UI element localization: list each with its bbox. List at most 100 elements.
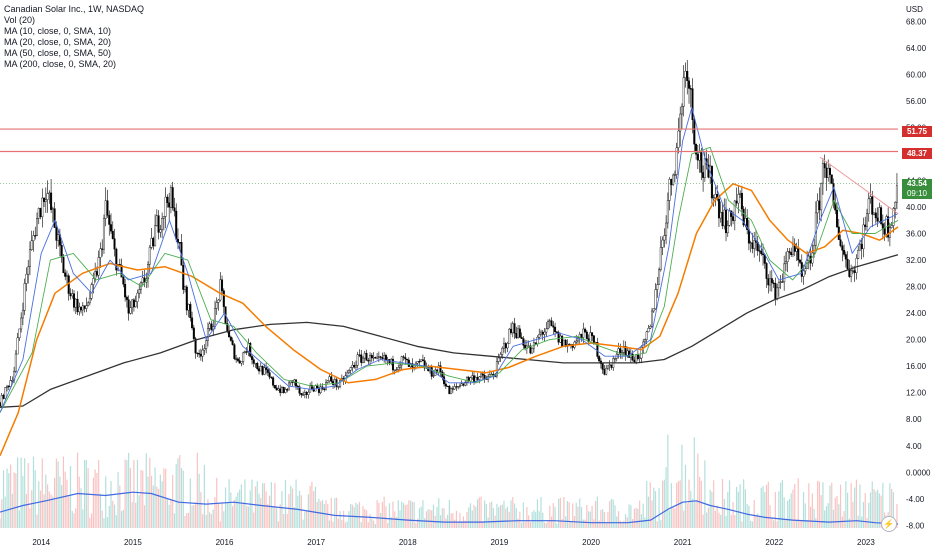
volume-bar	[864, 493, 866, 528]
volume-bar	[632, 519, 634, 528]
candle-body	[536, 337, 539, 345]
candle-body	[229, 336, 232, 341]
candle-body	[85, 305, 88, 309]
volume-bar	[348, 511, 350, 528]
volume-bar	[683, 510, 685, 528]
candle-body	[155, 215, 158, 227]
volume-bar	[607, 512, 609, 528]
volume-bar	[619, 520, 621, 528]
candle-body	[279, 388, 282, 393]
candle-body	[421, 359, 424, 361]
volume-bar	[276, 508, 278, 528]
volume-bar	[852, 501, 854, 528]
candle-body	[584, 328, 587, 333]
candle-body	[758, 250, 761, 252]
volume-bar	[170, 499, 172, 528]
volume-bar	[743, 479, 745, 528]
volume-bar	[32, 456, 35, 528]
candle-body	[171, 187, 174, 208]
volume-bar	[343, 510, 345, 528]
candle-body	[545, 328, 548, 333]
volume-bar	[739, 484, 741, 528]
ma200-line	[0, 254, 899, 408]
candle-body	[178, 242, 181, 244]
volume-bar	[239, 489, 241, 528]
volume-bar	[99, 493, 102, 528]
candle-body	[176, 238, 179, 243]
candle-body	[376, 356, 379, 359]
volume-bar	[443, 508, 445, 528]
candle-body	[658, 269, 661, 285]
volume-bar	[69, 465, 72, 528]
candle-body	[53, 208, 56, 228]
lightning-icon[interactable]: ⚡	[881, 516, 897, 532]
volume-bar	[762, 486, 764, 528]
volume-bar	[122, 509, 124, 528]
y-tick-label: 68.00	[906, 17, 927, 26]
volume-bar	[80, 488, 82, 528]
candle-body	[127, 299, 130, 314]
candle-body	[703, 158, 706, 178]
volume-bar	[778, 491, 780, 528]
volume-bar	[179, 455, 181, 528]
volume-bar	[152, 485, 154, 528]
candle-body	[305, 392, 308, 395]
volume-bar	[4, 496, 6, 528]
volume-bar	[834, 497, 836, 528]
candle-body	[243, 351, 246, 354]
volume-bar	[854, 487, 856, 528]
volume-bar	[161, 481, 163, 528]
candle-body	[367, 360, 370, 362]
candle-body	[302, 394, 305, 396]
candle-body	[148, 247, 151, 265]
volume-bar	[140, 469, 142, 528]
volume-bar	[48, 491, 50, 528]
volume-bar	[413, 502, 415, 528]
candle-body	[173, 207, 176, 212]
volume-bar	[230, 492, 232, 528]
candle-body	[883, 228, 886, 235]
volume-bar	[714, 510, 717, 528]
candle-body	[333, 379, 336, 385]
candle-body	[99, 248, 102, 258]
volume-bar	[695, 501, 697, 528]
volume-bar	[172, 474, 174, 528]
volume-bar	[22, 475, 24, 528]
candle-body	[106, 200, 109, 216]
candle-body	[504, 343, 507, 349]
volume-bar	[448, 499, 450, 528]
candle-body	[876, 217, 879, 222]
candle-body	[265, 367, 268, 370]
candle-body	[132, 299, 135, 308]
volume-bar	[593, 519, 595, 528]
candle-body	[240, 361, 243, 364]
volume-bar	[824, 510, 826, 528]
volume-bar	[543, 522, 546, 528]
volume-bar	[801, 519, 803, 528]
volume-bar	[258, 493, 260, 528]
volume-bar	[757, 513, 759, 528]
volume-bar	[797, 478, 799, 528]
volume-bar	[82, 509, 84, 528]
candle-body	[164, 196, 167, 217]
candle-body	[272, 377, 275, 386]
candle-body	[534, 342, 537, 345]
candle-body	[608, 364, 611, 366]
volume-bar	[417, 518, 419, 528]
volume-bar	[651, 500, 653, 528]
candle-body	[30, 240, 33, 250]
volume-bar	[802, 491, 805, 528]
volume-bar	[565, 516, 567, 528]
candle-body	[559, 335, 562, 343]
volume-bar	[709, 489, 711, 528]
candle-body	[869, 196, 872, 200]
candle-body	[9, 380, 12, 387]
candle-body	[776, 287, 779, 300]
candle-body	[682, 77, 685, 107]
trendline	[819, 156, 899, 215]
candle-body	[506, 343, 509, 349]
volume-bar	[579, 498, 581, 528]
candle-body	[511, 323, 514, 333]
candle-body	[825, 167, 828, 178]
